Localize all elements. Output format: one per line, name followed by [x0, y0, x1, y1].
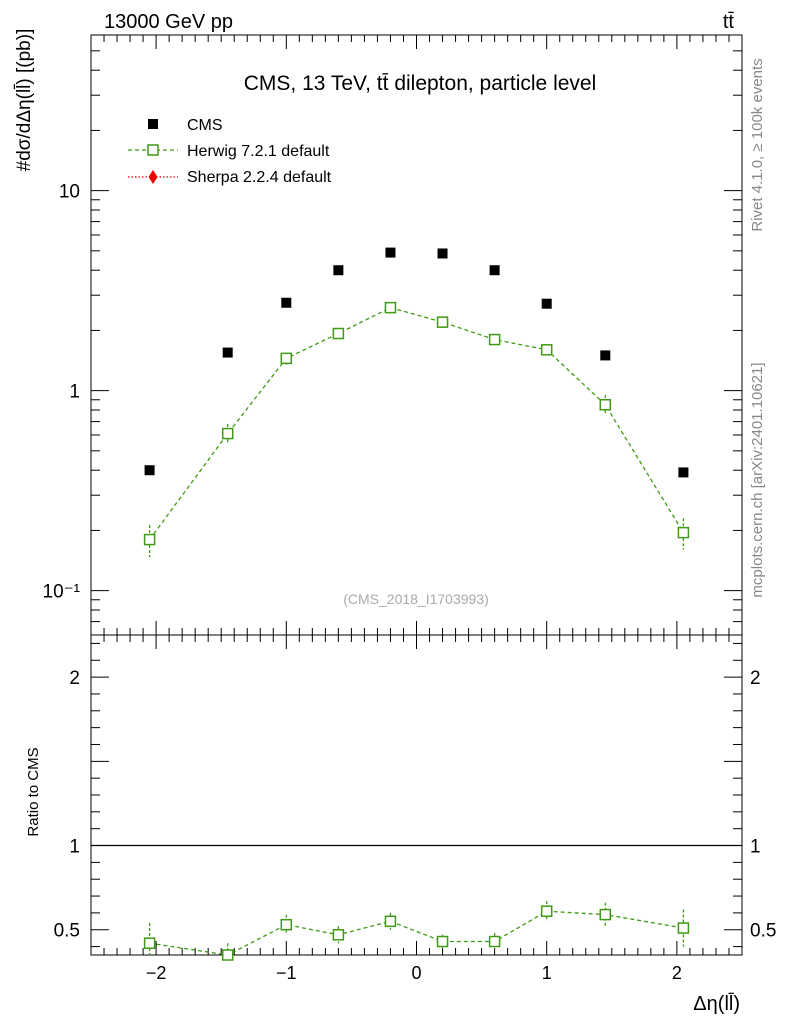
herwig-point [280, 352, 293, 365]
legend-cms-marker [148, 119, 158, 129]
y-tick-label: 10 [59, 182, 80, 203]
herwig-point [488, 333, 501, 346]
cms-point [600, 350, 611, 361]
herwig-ratio-point [540, 905, 553, 917]
herwig-ratio-line [149, 910, 684, 956]
herwig-point [677, 526, 690, 539]
herwig-point [540, 344, 553, 356]
x-tick-label: 2 [672, 963, 682, 983]
cms-point [281, 297, 292, 308]
ratio-tick-label: 0.5 [54, 921, 80, 942]
ratio-plot-frame [90, 634, 743, 956]
ratio-axis-label: Ratio to CMS [25, 747, 42, 836]
x-tick-label: −1 [276, 963, 297, 983]
herwig-ratio-point [143, 937, 156, 949]
data-layer [143, 247, 690, 961]
legend-herwig-marker [147, 144, 159, 156]
cms-point [222, 347, 233, 358]
herwig-point [332, 327, 345, 340]
ratio-tick-label-right: 1 [750, 837, 761, 858]
herwig-point [384, 301, 397, 314]
herwig-point [436, 316, 449, 328]
x-axis-label: Δη(ll̄) [693, 992, 740, 1015]
ratio-tick-label: 2 [69, 668, 80, 689]
herwig-ratio-point [221, 949, 234, 961]
energy-label: 13000 GeV pp [104, 11, 233, 33]
cms-point [385, 247, 396, 258]
y-tick-label: 1 [69, 382, 80, 403]
rivet-label: Rivet 4.1.0, ≥ 100k events [749, 58, 766, 231]
cms-point [333, 265, 344, 276]
herwig-point [599, 398, 612, 411]
legend-sherpa-marker [148, 170, 158, 184]
axes-layer: −2 −1 0 1 2 10⁻¹ 1 10 0.5 0.5 1 1 2 2 [43, 34, 776, 983]
chart-title: CMS, 13 TeV, tt̄ dilepton, particle leve… [244, 72, 597, 95]
y-axis-label: #dσ/dΔη(ll̄) [(pb)] [14, 29, 35, 172]
legend: CMS Herwig 7.2.1 default Sherpa 2.2.4 de… [128, 117, 332, 186]
process-label: tt̄ [723, 11, 735, 33]
herwig-ratio-point [280, 918, 293, 931]
x-tick-label: −2 [146, 963, 167, 983]
herwig-point [221, 427, 234, 440]
ratio-tick-label-right: 2 [750, 668, 761, 689]
ratio-tick-label-right: 0.5 [750, 921, 776, 942]
analysis-watermark: (CMS_2018_I1703993) [343, 591, 489, 607]
cms-point [541, 298, 552, 309]
herwig-ratio-point [436, 935, 449, 948]
herwig-ratio-point [332, 929, 345, 941]
herwig-ratio-point [488, 935, 501, 948]
cms-point [437, 248, 448, 259]
herwig-ratio-point [599, 908, 612, 921]
cms-point [144, 465, 155, 476]
herwig-point [143, 533, 156, 546]
legend-cms-label: CMS [187, 117, 223, 134]
legend-sherpa-label: Sherpa 2.2.4 default [187, 169, 332, 186]
x-tick-label: 0 [411, 963, 421, 983]
x-tick-label: 1 [542, 963, 552, 983]
cms-point [678, 467, 689, 478]
ratio-tick-label: 1 [69, 837, 80, 858]
herwig-ratio-point [677, 922, 690, 934]
legend-herwig-label: Herwig 7.2.1 default [187, 143, 330, 160]
herwig-line [149, 306, 684, 540]
y-tick-label: 10⁻¹ [43, 582, 81, 603]
cms-point [489, 265, 500, 276]
herwig-ratio-point [384, 915, 397, 928]
source-label: mcplots.cern.ch [arXiv:2401.10621] [749, 362, 766, 597]
